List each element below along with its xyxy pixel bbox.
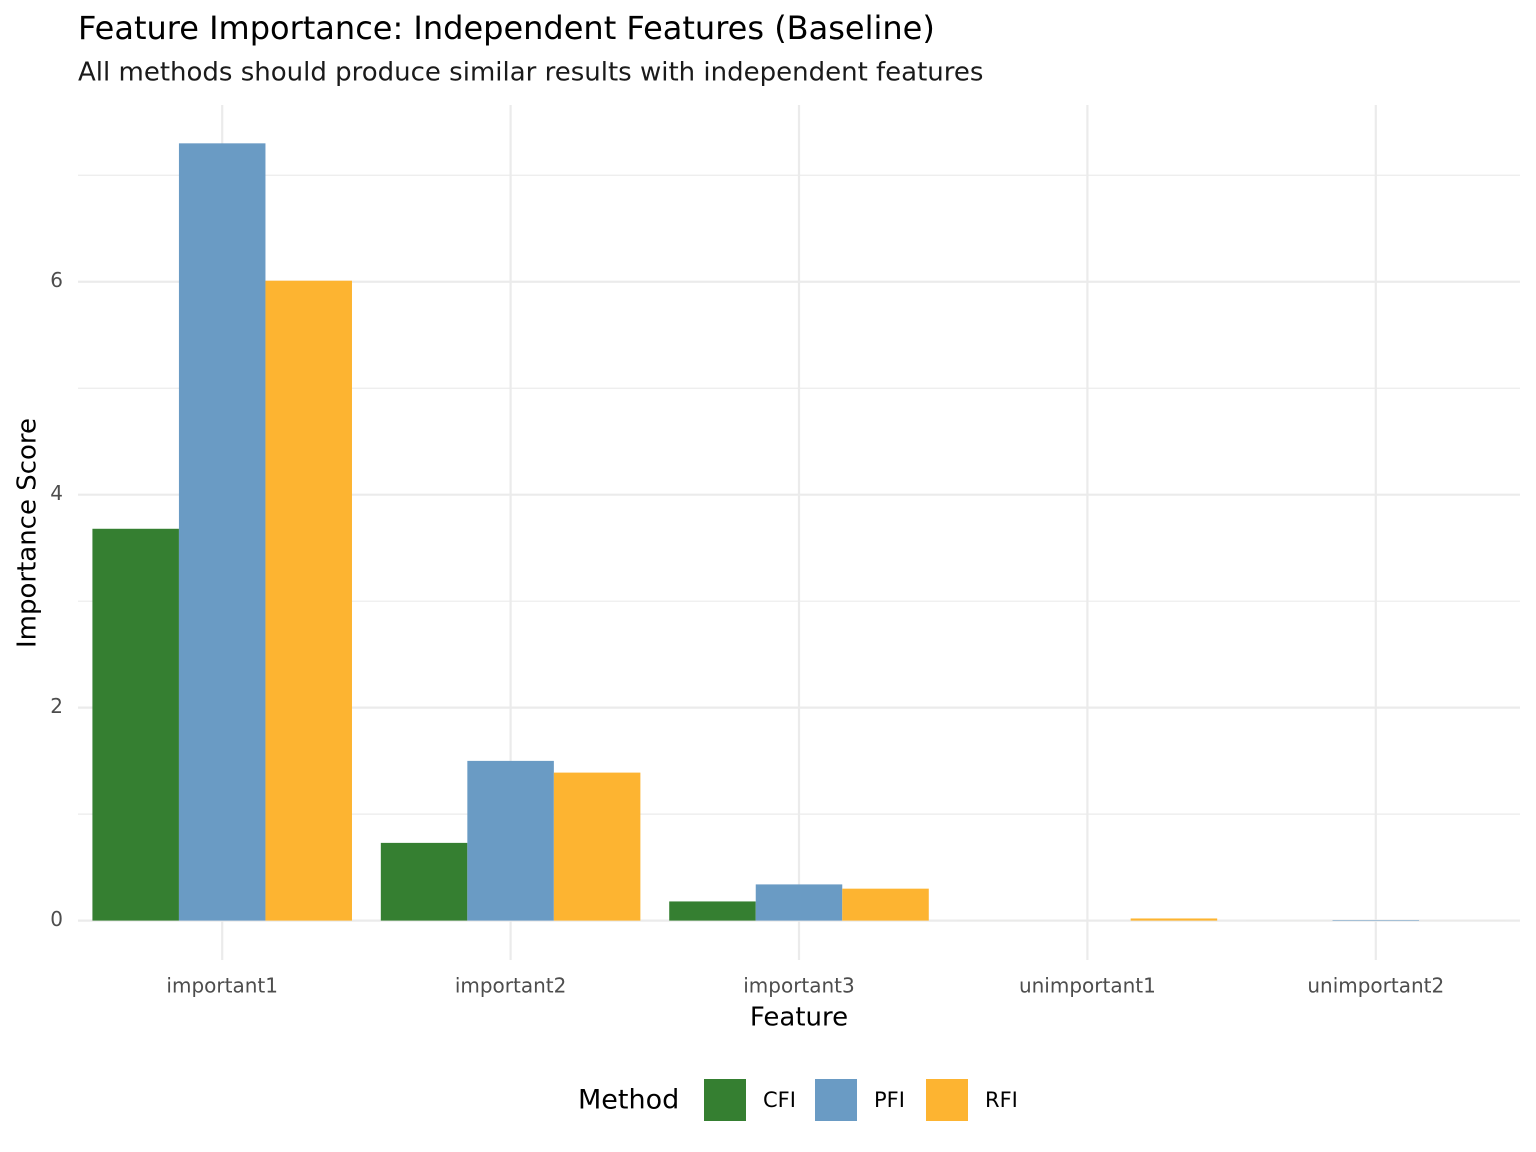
bar [669,901,756,921]
x-tick-label: important3 [743,974,855,998]
bar [467,760,554,921]
bar [842,888,929,921]
y-axis-title: Importance Score [13,418,43,648]
bar [1332,920,1420,921]
x-tick-label: important2 [455,974,567,998]
x-tick-label: unimportant2 [1307,974,1444,998]
legend-key [704,1079,746,1121]
x-axis-title: Feature [750,1003,848,1033]
bar [265,280,352,921]
x-tick-label: important1 [166,974,278,998]
bar [755,884,843,921]
y-tick-label: 4 [50,481,63,505]
legend-title: Method [578,1085,679,1116]
legend-key [926,1079,968,1121]
y-tick-label: 6 [50,268,63,292]
y-tick-label: 0 [50,907,63,931]
bar [92,528,179,921]
bar [553,772,641,921]
chart-title: Feature Importance: Independent Features… [78,9,935,47]
x-tick-label: unimportant1 [1019,974,1156,998]
legend-label: RFI [985,1088,1018,1112]
legend-key [815,1079,857,1121]
bar [380,842,468,921]
y-tick-label: 2 [50,694,63,718]
legend-label: PFI [874,1088,905,1112]
bar [1130,918,1218,921]
bar [178,143,266,921]
chart-subtitle: All methods should produce similar resul… [78,58,983,88]
legend-label: CFI [763,1088,796,1112]
